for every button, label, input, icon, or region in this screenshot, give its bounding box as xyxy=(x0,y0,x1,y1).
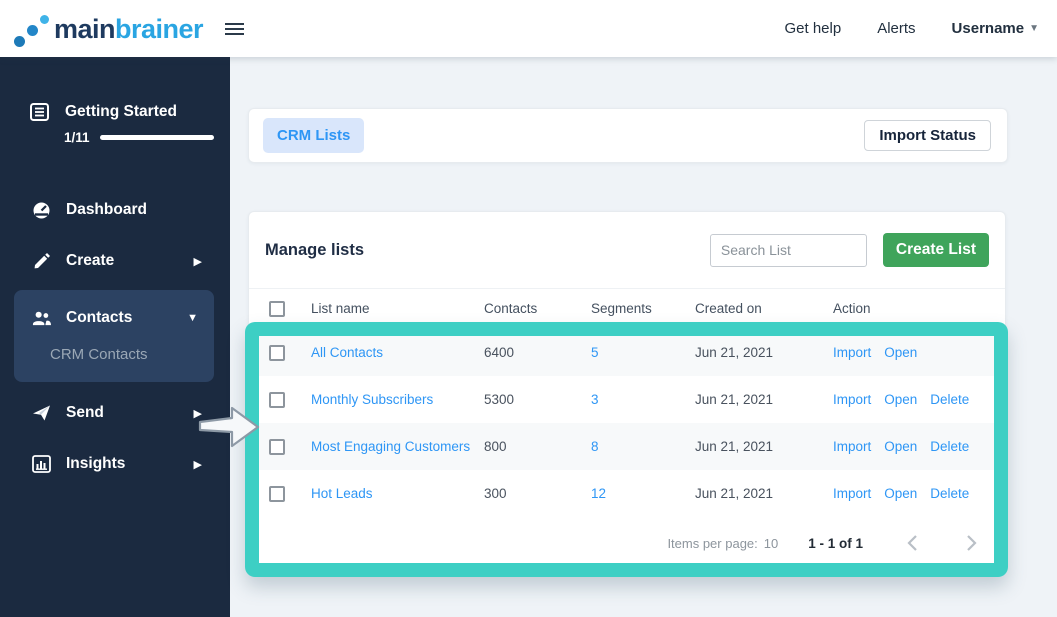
contacts-count: 800 xyxy=(484,439,507,454)
open-action-link[interactable]: Open xyxy=(884,486,918,501)
import-action-link[interactable]: Import xyxy=(833,392,872,407)
next-page-button[interactable] xyxy=(963,534,979,552)
sidebar-active-group: Contacts ▼ CRM Contacts xyxy=(14,290,214,382)
hamburger-menu-icon[interactable] xyxy=(225,20,245,38)
list-name-link[interactable]: Most Engaging Customers xyxy=(311,439,471,454)
contacts-count: 5300 xyxy=(484,392,515,407)
alerts-link[interactable]: Alerts xyxy=(877,20,916,37)
pagination-bar: Items per page: 10 1 - 1 of 1 xyxy=(249,517,1005,569)
get-help-link[interactable]: Get help xyxy=(784,20,842,37)
table-row: Most Engaging Customers 800 8 Jun 21, 2021 I… xyxy=(249,423,1005,470)
pencil-icon xyxy=(32,252,51,270)
sidebar-item-dashboard[interactable]: Dashboard xyxy=(0,190,230,230)
row-checkbox[interactable] xyxy=(269,344,285,361)
created-on-date: Jun 21, 2021 xyxy=(695,486,774,501)
delete-action-link[interactable]: Delete xyxy=(930,392,970,407)
progress-bar xyxy=(99,135,214,140)
row-checkbox[interactable] xyxy=(269,438,285,455)
created-on-date: Jun 21, 2021 xyxy=(695,439,774,454)
delete-action-link[interactable]: Delete xyxy=(930,486,970,501)
progress-count: 1/11 xyxy=(64,130,90,145)
main-content: CRM Lists Import Status Manage lists Cre… xyxy=(230,57,1057,617)
contacts-count: 300 xyxy=(484,486,507,501)
select-all-checkbox[interactable] xyxy=(269,300,285,317)
segments-link[interactable]: 12 xyxy=(591,486,607,501)
list-name-link[interactable]: All Contacts xyxy=(311,345,384,360)
page-title: Manage lists xyxy=(265,240,365,259)
search-input[interactable] xyxy=(709,233,867,267)
people-icon xyxy=(32,310,51,326)
created-on-date: Jun 21, 2021 xyxy=(695,345,774,360)
pagination-range: 1 - 1 of 1 xyxy=(808,535,863,551)
import-action-link[interactable]: Import xyxy=(833,486,872,501)
mainbrainer-logo[interactable]: mainbrainer xyxy=(12,9,204,49)
tab-crm-lists[interactable]: CRM Lists xyxy=(263,118,365,153)
delete-action-link[interactable]: Delete xyxy=(930,439,970,454)
sidebar-item-contacts[interactable]: Contacts ▼ xyxy=(14,298,214,338)
column-header-list-name: List name xyxy=(311,301,370,316)
sidebar-item-insights[interactable]: Insights ▶ xyxy=(0,444,230,484)
segments-link[interactable]: 3 xyxy=(591,392,599,407)
row-checkbox[interactable] xyxy=(269,391,285,408)
logo-dots-icon xyxy=(12,9,54,49)
segments-link[interactable]: 5 xyxy=(591,345,599,360)
checklist-icon xyxy=(30,103,49,121)
paper-plane-icon xyxy=(32,404,51,422)
tabs-card: CRM Lists Import Status xyxy=(248,108,1008,163)
chevron-down-icon: ▼ xyxy=(187,312,198,324)
import-action-link[interactable]: Import xyxy=(833,345,872,360)
column-header-created-on: Created on xyxy=(695,301,762,316)
open-action-link[interactable]: Open xyxy=(884,439,918,454)
open-action-link[interactable]: Open xyxy=(884,345,918,360)
table-row: Monthly Subscribers 5300 3 Jun 21, 2021 Impo… xyxy=(249,376,1005,423)
list-name-link[interactable]: Monthly Subscribers xyxy=(311,392,434,407)
chevron-right-icon: ▶ xyxy=(193,255,202,268)
table-row: All Contacts 6400 5 Jun 21, 2021 Import Open xyxy=(249,329,1005,376)
open-action-link[interactable]: Open xyxy=(884,392,918,407)
sidebar: Getting Started 1/11 Dashboard Create ▶ xyxy=(0,57,230,617)
column-header-segments: Segments xyxy=(591,301,652,316)
list-name-link[interactable]: Hot Leads xyxy=(311,486,373,501)
sidebar-item-send[interactable]: Send ▶ xyxy=(0,393,230,433)
list-table-body: All Contacts 6400 5 Jun 21, 2021 Import Open M… xyxy=(249,329,1005,517)
bar-chart-icon xyxy=(32,455,51,473)
import-status-button[interactable]: Import Status xyxy=(864,120,991,151)
sidebar-item-create[interactable]: Create ▶ xyxy=(0,241,230,281)
table-row: Hot Leads 300 12 Jun 21, 2021 Import Open Dele… xyxy=(249,470,1005,517)
items-per-page-value[interactable]: 10 xyxy=(763,535,779,551)
logo-text: mainbrainer xyxy=(54,13,204,44)
column-header-contacts: Contacts xyxy=(484,301,538,316)
top-header: mainbrainer Get help Alerts Username ▼ xyxy=(0,0,1057,57)
contacts-count: 6400 xyxy=(484,345,515,360)
previous-page-button[interactable] xyxy=(905,534,921,552)
caret-down-icon: ▼ xyxy=(1029,23,1039,34)
manage-lists-header: Manage lists Create List xyxy=(249,212,1005,289)
header-nav: Get help Alerts Username ▼ xyxy=(784,0,1039,57)
manage-lists-card: Manage lists Create List List name Conta… xyxy=(248,211,1006,571)
dashboard-icon xyxy=(32,201,51,219)
column-header-action: Action xyxy=(833,301,871,316)
sidebar-item-crm-contacts[interactable]: CRM Contacts xyxy=(50,346,148,363)
chevron-right-icon: ▶ xyxy=(193,458,202,471)
sidebar-item-getting-started[interactable]: Getting Started 1/11 xyxy=(30,103,214,145)
chevron-right-icon: ▶ xyxy=(193,407,202,420)
table-header-row: List name Contacts Segments Created on A… xyxy=(249,289,1005,329)
import-action-link[interactable]: Import xyxy=(833,439,872,454)
created-on-date: Jun 21, 2021 xyxy=(695,392,774,407)
create-list-button[interactable]: Create List xyxy=(882,233,989,267)
row-checkbox[interactable] xyxy=(269,485,285,502)
items-per-page-label: Items per page: xyxy=(667,535,758,551)
username-menu[interactable]: Username ▼ xyxy=(951,20,1039,37)
segments-link[interactable]: 8 xyxy=(591,439,599,454)
